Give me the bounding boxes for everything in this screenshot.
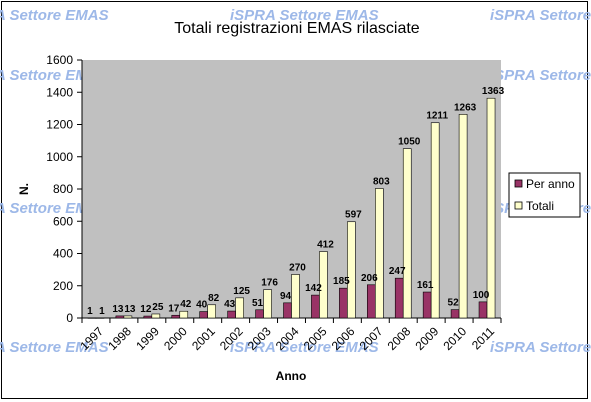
data-label: 40 bbox=[196, 300, 208, 311]
x-tick-label: 2008 bbox=[385, 324, 414, 353]
bar-totali bbox=[430, 122, 440, 319]
watermark-text: iSPRA Settore EMAS bbox=[490, 7, 591, 24]
y-tick-label: 800 bbox=[53, 182, 73, 196]
data-label: 82 bbox=[208, 293, 220, 304]
x-tick-label: 2010 bbox=[440, 324, 469, 353]
y-axis-title: N. bbox=[17, 183, 31, 195]
bar-per-anno bbox=[87, 317, 97, 319]
data-label: 1363 bbox=[482, 86, 505, 97]
bar-totali bbox=[263, 289, 272, 319]
data-label: 17 bbox=[168, 303, 180, 314]
x-tick-label: 2001 bbox=[189, 324, 218, 353]
data-label: 803 bbox=[373, 177, 390, 188]
y-tick-label: 1000 bbox=[46, 150, 73, 164]
data-labels: 1 13 12 17 40 43 51 94 142 185 206 247 161 52 100 1 13 25… bbox=[87, 86, 504, 317]
data-label: 142 bbox=[305, 283, 322, 294]
y-tick-label: 0 bbox=[66, 311, 73, 325]
bar-totali bbox=[123, 315, 133, 319]
bar-totali bbox=[151, 313, 161, 319]
data-label: 52 bbox=[448, 298, 460, 309]
watermark-text: iSPRA Settore EMAS bbox=[230, 7, 379, 24]
data-label: 13 bbox=[124, 304, 136, 315]
legend-label-totali: Totali bbox=[526, 199, 554, 213]
bar-per-anno bbox=[199, 311, 208, 319]
bar-totali bbox=[235, 297, 244, 319]
bar-per-anno bbox=[115, 315, 125, 319]
y-tick-label: 1600 bbox=[46, 53, 73, 67]
legend-swatch-per-anno bbox=[514, 179, 523, 188]
data-label: 94 bbox=[280, 291, 292, 302]
bar-totali bbox=[291, 274, 300, 319]
data-label: 1211 bbox=[426, 111, 448, 122]
data-label: 185 bbox=[333, 276, 350, 287]
bar-totali bbox=[179, 310, 189, 319]
bar-per-anno bbox=[171, 314, 181, 319]
data-label: 13 bbox=[112, 304, 124, 315]
watermark-text: iSPRA Settore EMAS bbox=[490, 67, 591, 84]
x-tick-label: 2009 bbox=[413, 324, 442, 353]
x-tick-label: 1999 bbox=[133, 324, 162, 353]
bar-per-anno bbox=[450, 309, 460, 319]
bar-per-anno bbox=[283, 302, 292, 319]
data-label: 43 bbox=[224, 299, 236, 310]
data-label: 12 bbox=[140, 304, 152, 315]
bar-per-anno bbox=[394, 277, 404, 319]
data-label: 1050 bbox=[398, 137, 421, 148]
y-tick-label: 400 bbox=[53, 247, 73, 261]
data-label: 597 bbox=[345, 210, 362, 221]
legend-label-per-anno: Per anno bbox=[526, 177, 575, 191]
watermark-text: iSPRA Settore EMAS bbox=[230, 339, 379, 356]
data-label: 247 bbox=[389, 266, 406, 277]
data-label: 42 bbox=[180, 299, 192, 310]
bar-per-anno bbox=[255, 309, 264, 319]
data-label: 1263 bbox=[454, 102, 477, 113]
y-tick-label: 600 bbox=[53, 214, 73, 228]
bar-totali bbox=[458, 114, 468, 319]
y-tick-label: 1400 bbox=[46, 85, 73, 99]
bar-per-anno bbox=[227, 310, 236, 319]
data-label: 125 bbox=[233, 286, 250, 297]
bar-totali bbox=[319, 251, 328, 319]
watermark-text: iSPRA Settore EMAS bbox=[0, 339, 109, 356]
watermark-text: iSPRA Settore EMAS bbox=[0, 200, 109, 217]
bar-per-anno bbox=[339, 287, 348, 319]
data-label: 100 bbox=[473, 290, 490, 301]
bar-per-anno bbox=[422, 291, 432, 319]
y-axis: 0 200 400 600 800 1000 1200 1400 1600 bbox=[46, 53, 83, 325]
bar-totali bbox=[347, 221, 356, 319]
data-label: 1 bbox=[99, 306, 105, 317]
watermark-text: iSPRA Settore EMAS bbox=[490, 339, 591, 356]
legend-swatch-totali bbox=[514, 201, 523, 210]
watermark-text: iSPRA Settore EMAS bbox=[0, 67, 109, 84]
y-tick-label: 200 bbox=[53, 279, 73, 293]
bar-totali bbox=[374, 188, 384, 319]
x-tick-label: 1998 bbox=[105, 324, 134, 353]
legend: Per anno Totali bbox=[508, 172, 581, 218]
bar-per-anno bbox=[143, 315, 153, 319]
bar-totali bbox=[486, 97, 496, 319]
data-label: 206 bbox=[361, 273, 378, 284]
chart-title: Totali registrazioni EMAS rilasciate bbox=[174, 20, 420, 37]
bar-totali bbox=[402, 148, 412, 319]
data-label: 25 bbox=[152, 302, 164, 313]
bar-per-anno bbox=[478, 301, 488, 319]
bar-totali bbox=[95, 317, 105, 319]
watermark-text: iSPRA Settore EMAS bbox=[0, 7, 109, 24]
data-label: 161 bbox=[417, 280, 434, 291]
x-axis-title: Anno bbox=[276, 369, 307, 383]
y-tick-label: 1200 bbox=[46, 118, 73, 132]
data-label: 176 bbox=[261, 278, 278, 289]
data-label: 1 bbox=[87, 306, 93, 317]
data-label: 270 bbox=[289, 262, 306, 273]
bar-per-anno bbox=[311, 294, 320, 319]
data-label: 51 bbox=[252, 298, 264, 309]
bars bbox=[87, 97, 496, 319]
bar-per-anno bbox=[366, 284, 376, 319]
data-label: 412 bbox=[317, 240, 334, 251]
bar-totali bbox=[207, 304, 216, 319]
x-tick-label: 2000 bbox=[161, 324, 190, 353]
